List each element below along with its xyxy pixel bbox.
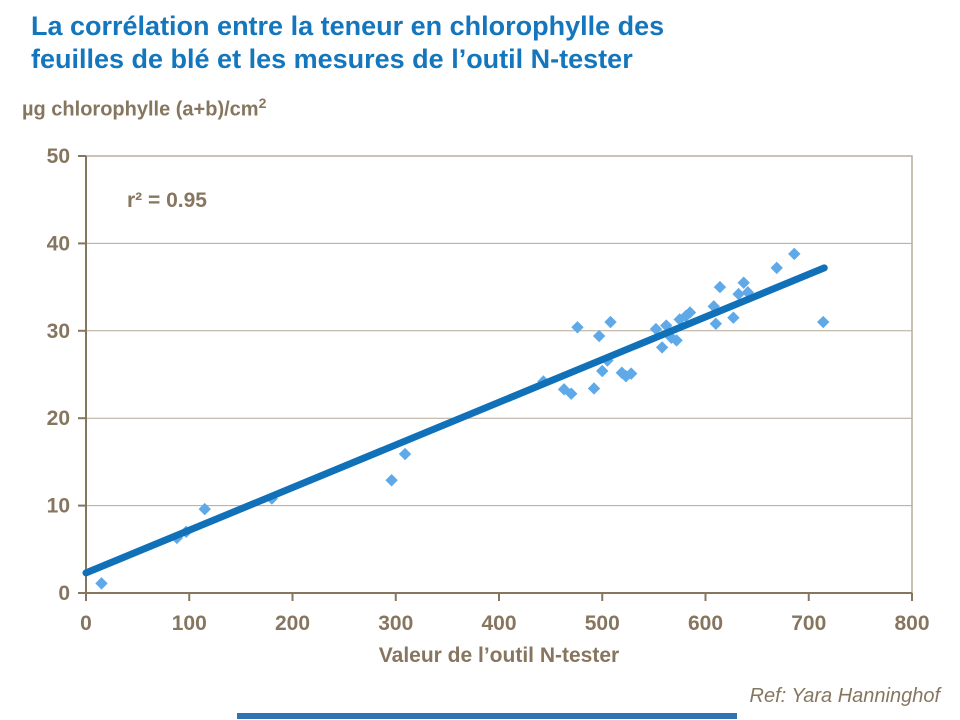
data-point (398, 447, 412, 461)
trend-line (82, 264, 828, 577)
y-axis-unit-text: µg chlorophylle (a+b)/cm (22, 98, 259, 121)
data-point (683, 306, 697, 319)
y-axis-unit-superscript: 2 (258, 95, 267, 111)
x-tick-label: 500 (585, 612, 620, 635)
y-axis-unit-label: µg chlorophylle (a+b)/cm2 (22, 95, 266, 122)
data-point (679, 309, 693, 323)
data-point (649, 322, 663, 336)
data-point (788, 247, 801, 261)
x-tick-label: 600 (688, 612, 723, 635)
data-point (571, 321, 584, 334)
data-point (592, 329, 606, 343)
data-point (770, 261, 783, 275)
x-axis-title: Valeur de l’outil N-tester (378, 644, 620, 667)
x-tick-label: 700 (791, 612, 826, 635)
y-tick-label: 0 (58, 582, 70, 605)
data-point (655, 341, 669, 354)
data-point (587, 382, 601, 395)
x-tick-label: 0 (80, 612, 92, 635)
data-point (615, 366, 629, 379)
y-tick-label: 20 (47, 407, 70, 430)
x-tick-label: 300 (378, 612, 413, 635)
plot-border (85, 155, 913, 594)
data-point (619, 370, 633, 383)
data-point (565, 387, 578, 400)
x-tick-label: 200 (275, 612, 310, 635)
bottom-accent-bar (237, 713, 737, 719)
data-point (95, 577, 108, 590)
x-tick-label: 800 (894, 612, 929, 635)
data-point (709, 317, 723, 331)
data-point (624, 367, 638, 380)
data-point (732, 287, 745, 301)
x-tick-label: 100 (172, 612, 207, 635)
y-tick-label: 50 (47, 145, 70, 168)
title-line-2: feuilles de blé et les mesures de l’outi… (31, 44, 633, 74)
data-point (670, 334, 683, 347)
x-tick-label: 400 (481, 612, 516, 635)
data-point (713, 280, 727, 294)
y-tick-label: 30 (47, 320, 70, 343)
data-point (737, 276, 750, 289)
data-point (385, 474, 398, 487)
data-point (604, 315, 617, 329)
page-title: La corrélation entre la teneur en chloro… (31, 10, 664, 76)
title-line-1: La corrélation entre la teneur en chloro… (31, 11, 665, 41)
data-point (596, 364, 609, 378)
y-tick-label: 10 (47, 495, 70, 518)
r-squared-annotation: r² = 0.95 (127, 189, 207, 212)
reference-text: Ref: Yara Hanninghof (749, 685, 941, 707)
data-point (727, 311, 740, 324)
y-tick-label: 40 (47, 232, 70, 255)
data-point (817, 315, 830, 329)
data-point (198, 502, 211, 516)
